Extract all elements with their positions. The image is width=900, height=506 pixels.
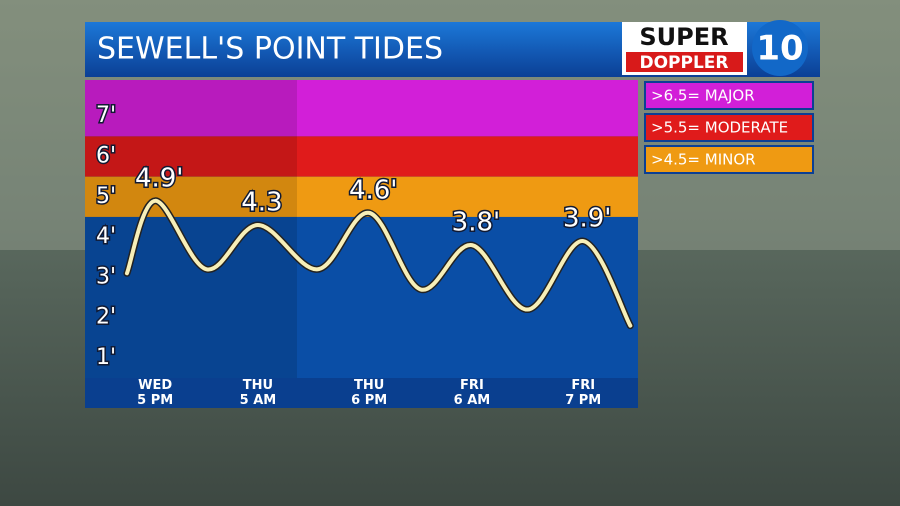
threshold-band [85,80,638,137]
data-label: 3.8' [452,208,501,238]
data-label: 4.3 [241,187,282,217]
y-tick-label: 4' [96,224,116,249]
chart-title: SEWELL'S POINT TIDES [97,32,443,67]
tide-line [124,198,633,328]
data-label: 4.6' [349,175,398,205]
y-tick-label: 3' [96,264,116,289]
threshold-band [85,136,638,177]
y-tick-label: 1' [96,345,116,370]
logo-bottom: DOPPLER [639,53,728,73]
overlay: >6.5= MAJOR >5.5= MODERATE >4.5= MINOR 1' 2'… [94,81,814,408]
plot [85,80,638,378]
legend-label: >6.5= MAJOR [651,87,755,105]
data-label: 3.9' [563,204,612,234]
x-tick-label: FRI 6 AM [454,378,491,408]
legend-label: >4.5= MINOR [651,151,756,169]
legend-box [644,145,814,174]
x-tick-label: THU 5 AM [240,378,277,408]
legend-box [644,113,814,142]
logo-circle [752,20,808,76]
y-tick-label: 2' [96,305,116,330]
data-label: 4.9' [135,163,184,193]
legend-label: >5.5= MODERATE [651,119,788,137]
logo: SUPER DOPPLER 10 [622,20,808,76]
x-tick-label: FRI 7 PM [565,378,601,408]
threshold-band [85,176,638,217]
x-tick-label: WED 5 PM [137,378,173,408]
y-tick-label: 7' [96,103,116,128]
y-tick-label: 6' [96,144,116,169]
legend-box [644,81,814,110]
x-tick-label: THU 6 PM [351,378,387,408]
logo-red [626,52,743,72]
y-tick-label: 5' [96,184,116,209]
logo-number: 10 [756,29,803,69]
logo-top: SUPER [639,23,728,51]
